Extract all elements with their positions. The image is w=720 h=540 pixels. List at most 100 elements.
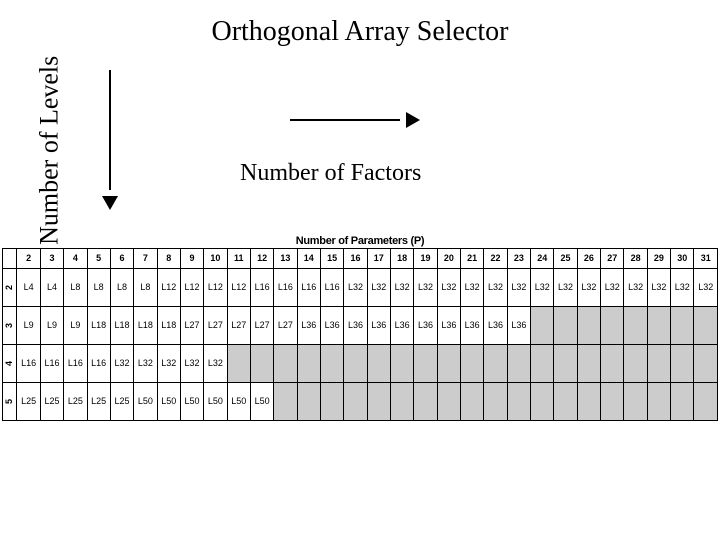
table-cell: L12 [227, 269, 250, 307]
table-cell: L16 [297, 269, 320, 307]
col-header: 15 [320, 249, 343, 269]
table-cell: L25 [40, 383, 63, 421]
x-axis-arrow [290, 110, 420, 130]
table-cell: L32 [134, 345, 157, 383]
col-header: 7 [134, 249, 157, 269]
table-cell: L32 [437, 269, 460, 307]
table-cell: L50 [134, 383, 157, 421]
col-header: 16 [344, 249, 367, 269]
col-header: 4 [64, 249, 87, 269]
table-cell: L36 [414, 307, 437, 345]
table-cell [390, 383, 413, 421]
table-cell: L9 [64, 307, 87, 345]
table-cell: L32 [507, 269, 530, 307]
col-header: 28 [624, 249, 647, 269]
table-cell [671, 383, 694, 421]
table-cell: L27 [227, 307, 250, 345]
table-cell: L25 [110, 383, 133, 421]
table-cell: L32 [390, 269, 413, 307]
table-cell [531, 345, 554, 383]
table-cell: L36 [437, 307, 460, 345]
table-cell: L36 [297, 307, 320, 345]
table-cell [320, 383, 343, 421]
table-cell: L50 [180, 383, 203, 421]
table-cell [320, 345, 343, 383]
table-cell: L32 [671, 269, 694, 307]
y-axis-arrow [100, 70, 120, 210]
table-cell: L50 [227, 383, 250, 421]
table-cell: L32 [624, 269, 647, 307]
table-cell [297, 345, 320, 383]
table-cell: L25 [64, 383, 87, 421]
table-cell [647, 345, 670, 383]
x-axis-label: Number of Factors [240, 160, 421, 187]
table-cell: L32 [461, 269, 484, 307]
table-corner [3, 249, 17, 269]
table-cell: L36 [390, 307, 413, 345]
table-cell: L16 [274, 269, 297, 307]
table-cell [414, 345, 437, 383]
col-header: 6 [110, 249, 133, 269]
row-header: 4 [3, 345, 17, 383]
table-cell [344, 383, 367, 421]
table-cell: L16 [320, 269, 343, 307]
table-cell: L36 [507, 307, 530, 345]
table-cell: L16 [87, 345, 110, 383]
table-cell: L36 [344, 307, 367, 345]
table-cell: L8 [64, 269, 87, 307]
table-cell: L32 [484, 269, 507, 307]
table-cell: L50 [204, 383, 227, 421]
table-cell: L27 [204, 307, 227, 345]
table-cell [484, 383, 507, 421]
col-header: 30 [671, 249, 694, 269]
table-cell [461, 383, 484, 421]
col-header: 27 [601, 249, 624, 269]
col-header: 9 [180, 249, 203, 269]
table-cell [484, 345, 507, 383]
row-header: 3 [3, 307, 17, 345]
table-cell: L32 [204, 345, 227, 383]
table-cell: L25 [17, 383, 40, 421]
col-header: 8 [157, 249, 180, 269]
table-cell [507, 345, 530, 383]
table-cell [601, 307, 624, 345]
table-cell [694, 345, 718, 383]
col-header: 21 [461, 249, 484, 269]
table-cell: L32 [414, 269, 437, 307]
table-cell [344, 345, 367, 383]
table-cell: L27 [274, 307, 297, 345]
table-cell: L16 [17, 345, 40, 383]
col-header: 22 [484, 249, 507, 269]
row-header: 5 [3, 383, 17, 421]
table-cell: L32 [647, 269, 670, 307]
col-header: 12 [250, 249, 273, 269]
table-cell [297, 383, 320, 421]
col-header: 17 [367, 249, 390, 269]
table-cell [461, 345, 484, 383]
page-title: Orthogonal Array Selector [0, 0, 720, 48]
col-header: 10 [204, 249, 227, 269]
table-cell [274, 345, 297, 383]
table-cell: L32 [344, 269, 367, 307]
table-cell: L8 [134, 269, 157, 307]
table-cell [554, 383, 577, 421]
table-cell [647, 383, 670, 421]
table-cell [507, 383, 530, 421]
table-title: Number of Parameters (P) [2, 235, 718, 247]
table-cell: L18 [110, 307, 133, 345]
table-cell: L9 [17, 307, 40, 345]
table-cell [227, 345, 250, 383]
table-cell: L36 [484, 307, 507, 345]
col-header: 24 [531, 249, 554, 269]
table-cell: L32 [367, 269, 390, 307]
table-cell [671, 307, 694, 345]
table-cell [577, 383, 600, 421]
table-cell: L12 [204, 269, 227, 307]
table-cell [647, 307, 670, 345]
table-cell: L32 [110, 345, 133, 383]
table-cell: L16 [40, 345, 63, 383]
table-cell [274, 383, 297, 421]
col-header: 18 [390, 249, 413, 269]
table-cell [414, 383, 437, 421]
y-axis-label-container: Number of Levels [20, 70, 80, 230]
